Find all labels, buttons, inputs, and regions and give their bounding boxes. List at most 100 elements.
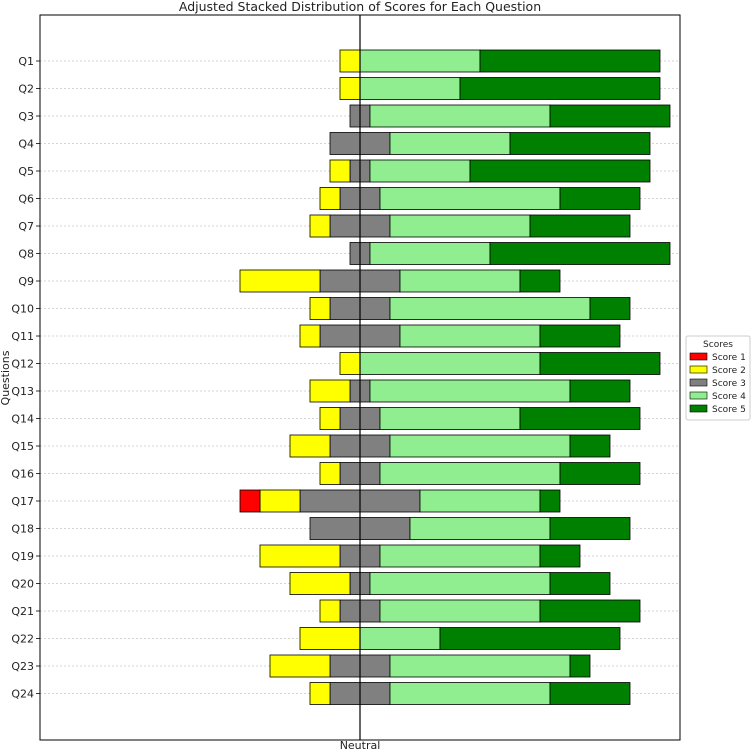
y-tick-label: Q12 [11, 358, 34, 371]
bar-q15-score-4 [389, 434, 571, 458]
legend-label: Score 4 [712, 392, 746, 402]
y-tick-label: Q3 [18, 110, 34, 123]
plot-frame [39, 14, 681, 741]
bar-q3-score-4 [369, 104, 551, 128]
bar-q15-score-2 [289, 434, 331, 458]
bar-q17-score-5 [539, 489, 561, 513]
y-tick-label: Q15 [11, 440, 34, 453]
legend-label: Score 3 [712, 379, 746, 389]
bar-q14-score-5 [519, 407, 641, 430]
legend-swatch-score-2 [689, 365, 708, 374]
bar-q12-score-5 [539, 352, 661, 375]
bar-q10-score-5 [589, 297, 631, 320]
y-tick-label: Q5 [18, 165, 34, 178]
bar-q5-score-5 [469, 159, 651, 183]
bar-q15-score-5 [569, 434, 611, 458]
bar-q17-score-2 [259, 489, 301, 513]
bar-q7-score-5 [529, 214, 631, 238]
bar-q24-score-2 [309, 682, 331, 705]
y-tick-label: Q22 [11, 633, 34, 646]
bar-q8-score-4 [369, 242, 491, 265]
bar-q1-score-5 [479, 49, 661, 73]
y-tick-label: Q11 [11, 330, 34, 343]
bar-q11-score-4 [399, 324, 541, 348]
bar-q13-score-4 [369, 379, 571, 403]
legend-swatch-score-4 [689, 391, 708, 400]
bar-q2-score-4 [359, 77, 461, 100]
y-tick-label: Q10 [11, 303, 34, 316]
bar-q17-score-4 [419, 489, 541, 513]
x-axis-label: Neutral [340, 739, 381, 751]
legend-swatch-score-5 [689, 404, 708, 413]
legend-label: Score 5 [712, 405, 746, 415]
bar-q6-score-4 [379, 187, 561, 210]
y-axis-label: Questions [0, 350, 12, 405]
bar-q21-score-4 [379, 599, 541, 623]
bar-q19-score-4 [379, 544, 541, 568]
bar-q18-score-4 [409, 517, 551, 540]
bar-layer [239, 49, 671, 705]
bar-q16-score-5 [559, 462, 641, 485]
y-tick-label: Q14 [11, 413, 34, 426]
bar-q23-score-4 [389, 654, 571, 678]
bar-q2-score-5 [459, 77, 661, 100]
bar-q11-score-5 [539, 324, 621, 348]
legend-title: Scores [703, 340, 733, 350]
bar-q22-score-2 [299, 627, 361, 650]
y-tick-label: Q6 [18, 193, 34, 206]
bar-q9-score-4 [399, 269, 521, 293]
bar-q24-score-4 [389, 682, 551, 705]
bar-q19-score-2 [259, 544, 341, 568]
y-tick-label: Q18 [11, 523, 34, 536]
bar-q14-score-2 [319, 407, 341, 430]
bar-q13-score-5 [569, 379, 631, 403]
bar-q12-score-4 [359, 352, 541, 375]
y-tick-label: Q20 [11, 578, 34, 591]
bar-q7-score-4 [389, 214, 531, 238]
bar-q16-score-4 [379, 462, 561, 485]
bar-q20-score-2 [289, 572, 351, 595]
y-tick-label: Q16 [11, 468, 34, 481]
y-tick-label: Q23 [11, 660, 34, 673]
bar-q1-score-4 [359, 49, 481, 73]
bar-q13-score-2 [309, 379, 351, 403]
bar-q2-score-2 [339, 77, 361, 100]
bar-q4-score-4 [389, 132, 511, 155]
bar-q21-score-5 [539, 599, 641, 623]
y-tick-label: Q1 [18, 55, 34, 68]
bar-q11-score-2 [299, 324, 321, 348]
bar-q5-score-2 [329, 159, 351, 183]
bar-q10-score-4 [389, 297, 591, 320]
y-tick-layer: Q1 Q2 Q3 Q4 Q5 Q6 Q7 Q8 Q9 Q10 Q11 Q12 Q13 Q14 Q15 Q16 Q… [11, 55, 40, 701]
bar-q17-score-1 [239, 489, 261, 513]
legend-items: Score 1 Score 2 Score 3 Score 4 Score 5 [689, 352, 746, 415]
bar-q23-score-2 [269, 654, 331, 678]
y-tick-label: Q7 [18, 220, 34, 233]
bar-q3-score-5 [549, 104, 671, 128]
bar-q20-score-4 [369, 572, 551, 595]
bar-q16-score-2 [319, 462, 341, 485]
y-tick-label: Q4 [18, 138, 34, 151]
legend-label: Score 1 [712, 353, 746, 363]
bar-q9-score-2 [239, 269, 321, 293]
bar-q24-score-5 [549, 682, 631, 705]
bar-q9-score-5 [519, 269, 561, 293]
bar-q19-score-5 [539, 544, 581, 568]
y-tick-label: Q8 [18, 248, 34, 261]
bar-q1-score-2 [339, 49, 361, 73]
y-tick-label: Q21 [11, 605, 34, 618]
y-tick-label: Q9 [18, 275, 34, 288]
bar-q12-score-2 [339, 352, 361, 375]
bar-q23-score-5 [569, 654, 591, 678]
bar-q22-score-5 [439, 627, 621, 650]
bar-q8-score-5 [489, 242, 671, 265]
bar-q20-score-5 [549, 572, 611, 595]
legend-swatch-score-3 [689, 378, 708, 387]
bar-q14-score-4 [379, 407, 521, 430]
bar-q5-score-4 [369, 159, 471, 183]
bar-q10-score-2 [309, 297, 331, 320]
y-tick-label: Q13 [11, 385, 34, 398]
y-tick-label: Q24 [11, 688, 34, 701]
